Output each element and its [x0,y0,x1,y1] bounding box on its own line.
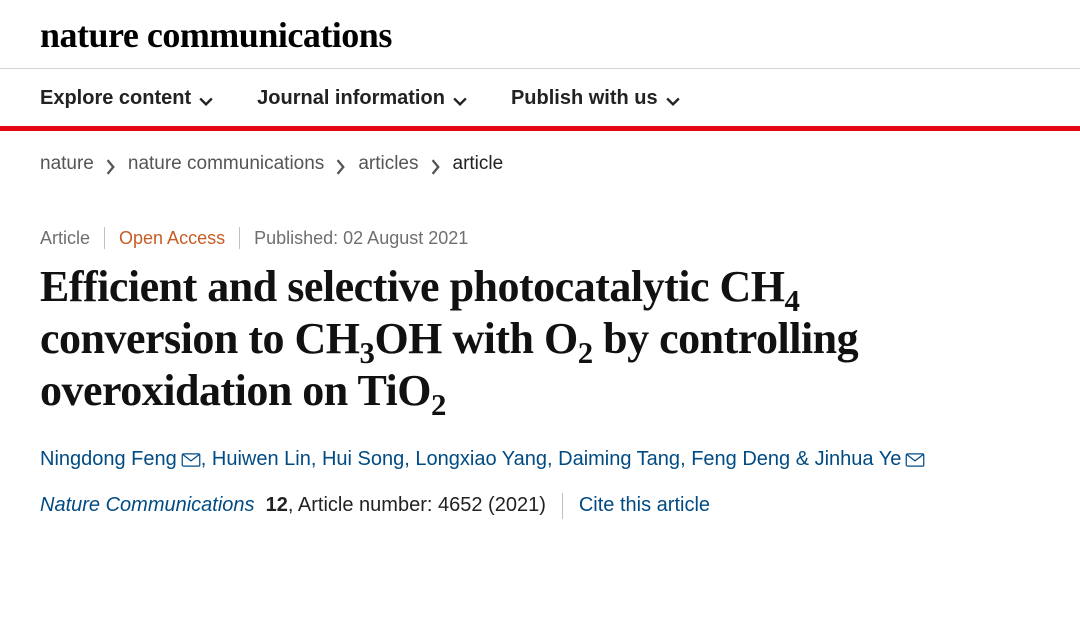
author-separator: & [790,448,814,470]
chevron-down-icon [666,92,680,106]
breadcrumb-link[interactable]: nature communications [128,153,324,175]
nav-item-label: Explore content [40,87,191,110]
chevron-right-icon [336,159,346,169]
breadcrumb: nature nature communications articles artic… [0,131,1080,175]
author-separator: , [404,448,415,470]
nav-explore-content[interactable]: Explore content [40,69,213,126]
author-link[interactable]: Daiming Tang [558,448,680,470]
primary-nav: Explore content Journal information Publ… [0,68,1080,131]
envelope-icon[interactable] [905,453,925,467]
chevron-right-icon [431,159,441,169]
journal-link[interactable]: Nature Communications [40,494,255,516]
journal-logo[interactable]: nature communications [40,15,392,55]
divider [562,493,563,519]
author-separator: , [547,448,558,470]
breadcrumb-link[interactable]: nature [40,153,94,175]
nav-item-label: Journal information [257,87,445,110]
author-link[interactable]: Hui Song [322,448,404,470]
nav-journal-information[interactable]: Journal information [257,69,467,126]
nav-publish-with-us[interactable]: Publish with us [511,69,680,126]
envelope-icon[interactable] [181,453,201,467]
volume-number: 12 [266,494,288,516]
breadcrumb-current: article [453,153,504,175]
author-list: Ningdong Feng, Huiwen Lin, Hui Song, Lon… [0,417,1040,475]
nav-item-label: Publish with us [511,87,658,110]
article-title: Efficient and selective photocatalytic C… [0,249,960,417]
divider [239,227,240,249]
article-meta: Article Open Access Published: 02 August… [0,175,1080,249]
article-type: Article [40,228,90,249]
author-separator: , [680,448,691,470]
article-number: , Article number: 4652 (2021) [288,494,546,516]
published-date: Published: 02 August 2021 [254,228,468,249]
open-access-badge: Open Access [119,228,225,249]
author-link[interactable]: Jinhua Ye [815,448,902,470]
author-link[interactable]: Huiwen Lin [212,448,311,470]
author-link[interactable]: Feng Deng [691,448,790,470]
author-separator: , [201,448,212,470]
author-link[interactable]: Longxiao Yang [415,448,547,470]
author-separator: , [311,448,322,470]
breadcrumb-link[interactable]: articles [358,153,418,175]
author-link[interactable]: Ningdong Feng [40,448,177,470]
citation-line: Nature Communications 12, Article number… [0,475,1080,543]
chevron-down-icon [199,92,213,106]
chevron-right-icon [106,159,116,169]
header: nature communications [0,0,1080,68]
cite-article-link[interactable]: Cite this article [579,494,710,517]
divider [104,227,105,249]
chevron-down-icon [453,92,467,106]
